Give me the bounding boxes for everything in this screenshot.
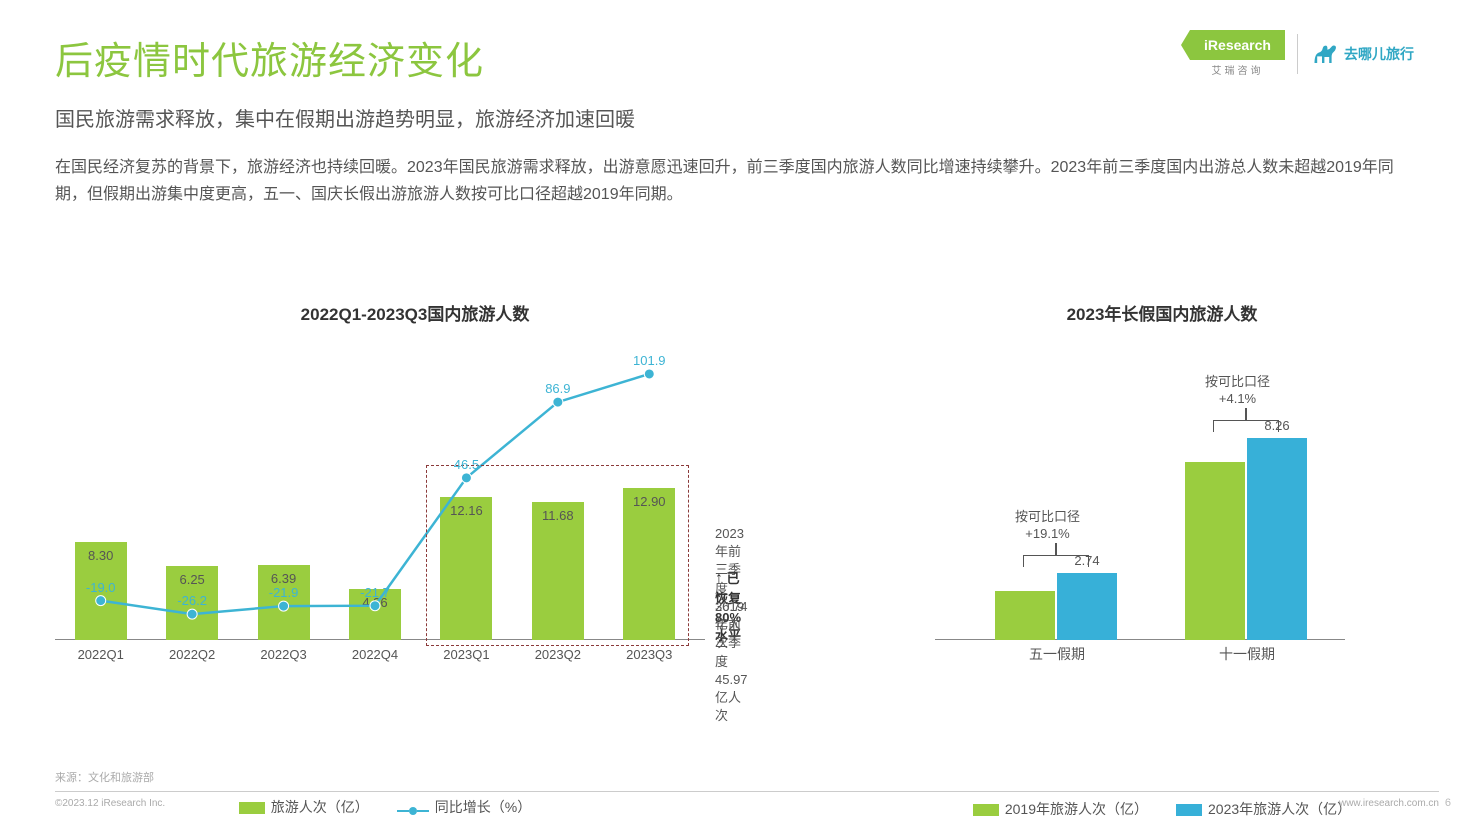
plot-area: 8.302022Q16.252022Q26.392022Q34.362022Q4… [55,340,695,640]
line-value-label: 101.9 [633,353,666,368]
page-number: 6 [1445,797,1451,809]
x-axis-label: 十一假期 [1177,644,1317,664]
plot-area: 2.74 五一假期 8.26 十一假期 按可比口径+19.1%按可比口径+4.1… [935,420,1335,640]
holiday-tourism-chart: 2023年长假国内旅游人数 2.74 五一假期 8.26 十一假期 按可比口径+… [895,300,1429,747]
logo-divider [1297,34,1298,74]
chart-title: 2022Q1-2023Q3国内旅游人数 [55,300,775,325]
highlight-box [426,465,689,646]
callout-oct: 按可比口径+4.1% [1205,374,1270,408]
header: iResearch 艾瑞咨询 去哪儿旅行 后疫情时代旅游经济变化 国民旅游需求释… [55,30,1414,208]
body-paragraph: 在国民经济复苏的背景下，旅游经济也持续回暖。2023年国民旅游需求释放，出游意愿… [55,154,1414,208]
line-value-label: -19.0 [86,580,116,595]
bracket-stem [1245,408,1247,420]
footer: 来源：文化和旅游部 ©2023.12 iResearch Inc. www.ir… [55,769,1439,809]
x-axis-label: 2022Q3 [239,647,329,662]
bracket-stem [1055,543,1057,555]
quarterly-tourism-chart: 2022Q1-2023Q3国内旅游人数 8.302022Q16.252022Q2… [55,300,775,747]
bar-2023: 2.74 [1057,573,1117,640]
page-subtitle: 国民旅游需求释放，集中在假期出游趋势明显，旅游经济加速回暖 [55,103,1414,132]
iresearch-logo-text: iResearch [1190,30,1285,60]
camel-icon [1310,39,1340,69]
footer-divider [55,791,1439,792]
bar-2019 [1185,462,1245,640]
chart-title: 2023年长假国内旅游人数 [895,300,1429,325]
site-url: www.iresearch.com.cn [1339,798,1439,809]
x-axis-label: 2022Q1 [56,647,146,662]
x-axis-label: 2023Q2 [513,647,603,662]
charts-row: 2022Q1-2023Q3国内旅游人数 8.302022Q16.252022Q2… [55,300,1429,747]
bracket [1213,420,1279,432]
iresearch-logo-sub: 艾瑞咨询 [1212,62,1264,77]
logos: iResearch 艾瑞咨询 去哪儿旅行 [1190,30,1414,77]
up-arrow-icon: ↑ [715,570,723,587]
x-axis-label: 2023Q3 [604,647,694,662]
line-value-label: -21.9 [269,585,299,600]
line-value-label: 86.9 [545,381,570,396]
qunar-logo: 去哪儿旅行 [1310,39,1414,69]
bar-2023: 8.26 [1247,438,1307,640]
copyright-row: ©2023.12 iResearch Inc. www.iresearch.co… [55,798,1439,809]
qunar-logo-text: 去哪儿旅行 [1344,44,1414,64]
line-value-label: -26.2 [177,593,207,608]
line-value-label: 46.5 [454,457,479,472]
line-value-label: -21.7 [360,585,390,600]
annot-2019-q3: 2019年前三季度 45.97亿人次 [715,598,748,725]
x-axis-label: 2022Q2 [147,647,237,662]
bracket [1023,555,1089,567]
bar-group-oct: 8.26 十一假期 [1185,438,1307,640]
bar-group-may: 2.74 五一假期 [995,573,1117,640]
iresearch-logo: iResearch 艾瑞咨询 [1190,30,1285,77]
x-axis-label: 2023Q1 [421,647,511,662]
x-axis-label: 2022Q4 [330,647,420,662]
callout-may: 按可比口径+19.1% [1015,509,1080,543]
source-text: 来源：文化和旅游部 [55,769,1439,785]
bar-2019 [995,591,1055,640]
copyright-text: ©2023.12 iResearch Inc. [55,798,165,809]
x-axis-label: 五一假期 [987,644,1127,664]
